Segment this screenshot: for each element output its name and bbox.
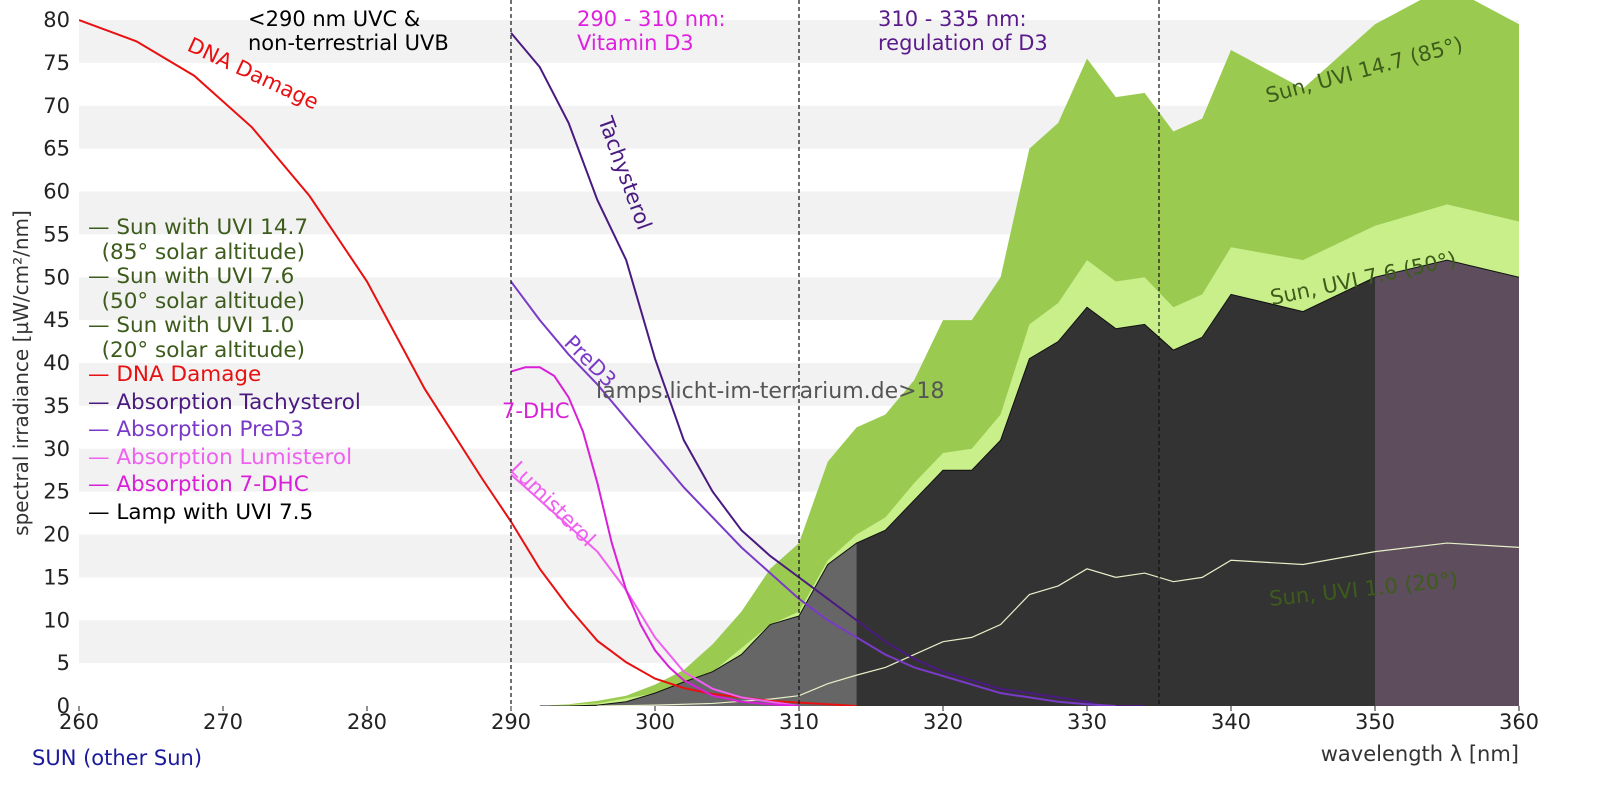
y-tick-label: 15 xyxy=(43,565,70,589)
region-label: regulation of D3 xyxy=(878,31,1048,55)
x-tick-label: 300 xyxy=(635,710,675,734)
x-tick-label: 260 xyxy=(59,710,99,734)
y-tick-label: 55 xyxy=(43,222,70,246)
legend-item: — Lamp with UVI 7.5 xyxy=(88,499,314,525)
y-tick-label: 80 xyxy=(43,8,70,32)
legend-item: — DNA Damage xyxy=(88,362,262,387)
legend-item: — Sun with UVI 14.7 (85° solar altitude) xyxy=(88,215,309,265)
x-tick-label: 340 xyxy=(1211,710,1251,734)
y-tick-label: 0 xyxy=(57,694,70,718)
y-tick-label: 25 xyxy=(43,480,70,504)
lamp-area-longwave xyxy=(1375,260,1519,706)
legend-item: — Absorption 7-DHC xyxy=(88,472,309,497)
legend-item: — Absorption PreD3 xyxy=(88,417,304,442)
y-tick-label: 20 xyxy=(43,523,70,547)
sun-uvi-1-0-line xyxy=(597,542,1519,706)
y-tick-label: 70 xyxy=(43,94,70,118)
x-tick-label: 310 xyxy=(779,710,819,734)
region-label: 310 - 335 nm: xyxy=(878,7,1027,31)
x-tick-label: 280 xyxy=(347,710,387,734)
region-label: 290 - 310 nm: xyxy=(577,7,726,31)
y-tick-label: 45 xyxy=(43,308,70,332)
watermark-text: lamps.licht-im-terrarium.de>18 xyxy=(596,379,945,404)
grid-band xyxy=(79,20,1519,63)
legend-item: — Sun with UVI 1.0 (20° solar altitude) xyxy=(88,313,306,363)
chart-legend: — Sun with UVI 14.7 (85° solar altitude)… xyxy=(88,215,361,528)
x-tick-label: 320 xyxy=(923,710,963,734)
x-tick-label: 350 xyxy=(1355,710,1395,734)
curve-label: 7-DHC xyxy=(502,399,570,423)
x-tick-label: 360 xyxy=(1499,710,1539,734)
y-tick-label: 40 xyxy=(43,351,70,375)
legend-item: — Absorption Tachysterol xyxy=(88,389,361,415)
region-label: <290 nm UVC & xyxy=(248,7,420,31)
tachysterol-curve xyxy=(510,32,1145,706)
region-label: Vitamin D3 xyxy=(577,31,694,55)
y-tick-label: 50 xyxy=(43,265,70,289)
y-tick-label: 30 xyxy=(43,437,70,461)
y-tick-label: 35 xyxy=(43,394,70,418)
legend-item: — Absorption Lumisterol xyxy=(88,444,353,470)
plot-area xyxy=(79,0,1519,706)
x-axis-label: wavelength λ [nm] xyxy=(1321,742,1519,766)
y-tick-label: 60 xyxy=(43,180,70,204)
lumisterol-curve xyxy=(510,473,800,706)
legend-item: — Sun with UVI 7.6 (50° solar altitude) xyxy=(88,264,306,314)
lamp-area xyxy=(539,260,1519,706)
x-tick-label: 330 xyxy=(1067,710,1107,734)
y-tick-label: 5 xyxy=(57,651,70,675)
y-tick-label: 75 xyxy=(43,51,70,75)
x-tick-label: 270 xyxy=(203,710,243,734)
dhc-7-curve xyxy=(510,366,800,706)
y-tick-label: 10 xyxy=(43,608,70,632)
sun-selector-link[interactable]: SUN (other Sun) xyxy=(32,746,203,770)
y-axis-label: spectral irradiance [µW/cm²/nm] xyxy=(9,210,33,536)
pred3-curve xyxy=(510,280,1116,706)
x-tick-label: 290 xyxy=(491,710,531,734)
region-label: non-terrestrial UVB xyxy=(248,31,449,55)
y-tick-label: 65 xyxy=(43,137,70,161)
lamp-area-shortwave xyxy=(539,543,857,706)
